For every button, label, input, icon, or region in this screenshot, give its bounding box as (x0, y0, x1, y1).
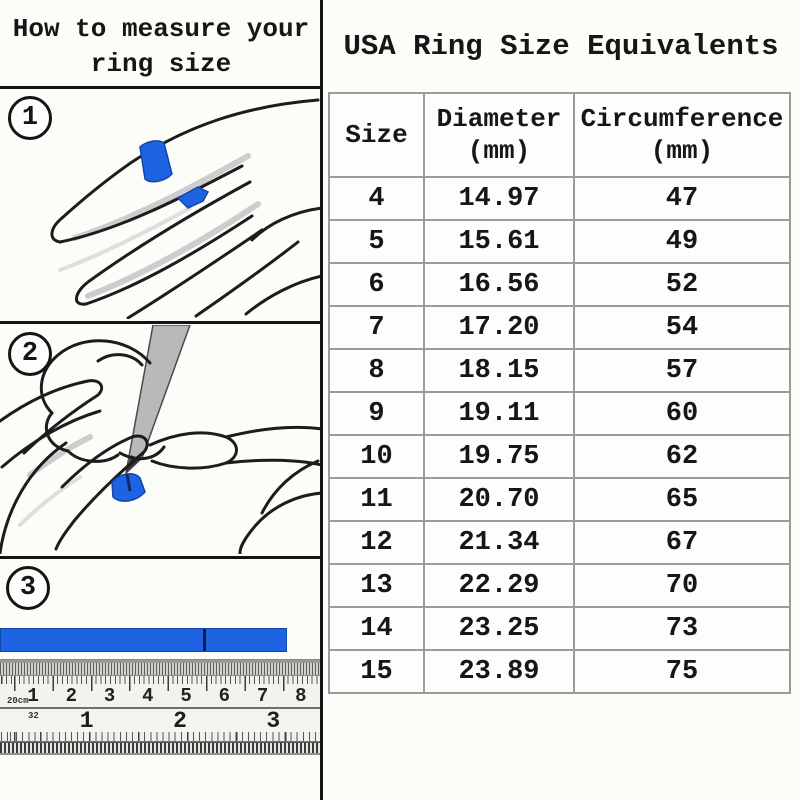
diameter-cell: 16.56 (423, 262, 575, 307)
ruler-bottom-edge-ticks (0, 742, 320, 755)
table-row: 11 20.70 65 (328, 477, 791, 522)
diameter-cell: 19.75 (423, 434, 575, 479)
ruler-cm-number: 3 (103, 685, 116, 707)
table-row: 8 18.15 57 (328, 348, 791, 393)
size-chart-panel: USA Ring Size Equivalents Size Diameter(… (322, 0, 800, 800)
diameter-cell: 17.20 (423, 305, 575, 350)
ruler-cm-label: 20cm (7, 696, 29, 706)
size-chart-title: USA Ring Size Equivalents (343, 30, 779, 63)
ruler-inch-number: 3 (266, 708, 281, 734)
table-row: 14 23.25 73 (328, 606, 791, 651)
diameter-cell: 14.97 (423, 176, 575, 221)
panel-divider (320, 0, 323, 800)
table-row: 9 19.11 60 (328, 391, 791, 436)
ruler-cm-number: 5 (180, 685, 192, 707)
ruler-mm-edge-ticks (0, 660, 320, 676)
table-row: 10 19.75 62 (328, 434, 791, 479)
circumference-cell: 49 (573, 219, 791, 264)
ruler-cm-number: 8 (295, 685, 307, 707)
table-row: 5 15.61 49 (328, 219, 791, 264)
size-cell: 7 (328, 305, 425, 350)
ruler-inch-number: 2 (173, 708, 187, 734)
ruler: 20cm 1 2 3 4 5 6 7 8 32 1 2 3 (0, 659, 320, 755)
step-3-number: 3 (19, 573, 37, 603)
paper-strip-flat (0, 628, 287, 652)
step-3-number-badge: 3 (6, 566, 50, 610)
header-circumference: Circumference (mm) (573, 92, 791, 178)
table-row: 4 14.97 47 (328, 176, 791, 221)
diameter-cell: 18.15 (423, 348, 575, 393)
circumference-cell: 67 (573, 520, 791, 565)
step-2-number-badge: 2 (8, 332, 52, 376)
paper-strip-on-finger (139, 140, 173, 183)
circumference-cell: 73 (573, 606, 791, 651)
step-1-hand-strip-illustration (50, 98, 322, 319)
size-cell: 6 (328, 262, 425, 307)
step-1-number: 1 (21, 103, 39, 133)
diameter-cell: 23.25 (423, 606, 575, 651)
ruler-inch-number: 1 (79, 708, 94, 734)
size-cell: 9 (328, 391, 425, 436)
size-cell: 8 (328, 348, 425, 393)
ruler-cm-number: 1 (27, 685, 39, 707)
table-row: 7 17.20 54 (328, 305, 791, 350)
ruler-scale-divider (0, 707, 320, 709)
ruler-cm-number: 7 (256, 685, 269, 707)
diameter-cell: 21.34 (423, 520, 575, 565)
circumference-cell: 54 (573, 305, 791, 350)
ruler-inch-label: 32 (28, 711, 39, 721)
table-row: 6 16.56 52 (328, 262, 791, 307)
paper-strip-end (176, 186, 210, 209)
table-row: 12 21.34 67 (328, 520, 791, 565)
circumference-cell: 65 (573, 477, 791, 522)
pen-icon (124, 325, 191, 476)
size-cell: 12 (328, 520, 425, 565)
header-diameter: Diameter (mm) (423, 92, 575, 178)
measure-guide-panel: How to measure your ring size 1 2 3 (0, 0, 323, 800)
diameter-cell: 23.89 (423, 649, 575, 694)
ring-size-table: Size Diameter (mm) Circumference (mm) 4 14.… (328, 92, 791, 694)
section-divider (0, 86, 322, 89)
ruler-inch-scale: 32 1 2 3 (0, 708, 320, 734)
size-cell: 13 (328, 563, 425, 608)
diameter-cell: 19.11 (423, 391, 575, 436)
section-divider (0, 556, 322, 559)
measure-guide-title-line1: How to measure your (12, 14, 310, 44)
size-cell: 15 (328, 649, 425, 694)
ruler-cm-number: 6 (218, 685, 231, 707)
circumference-cell: 47 (573, 176, 791, 221)
step-2-pen-marking-illustration (0, 325, 322, 554)
size-cell: 11 (328, 477, 425, 522)
diameter-cell: 20.70 (423, 477, 575, 522)
table-row: 13 22.29 70 (328, 563, 791, 608)
measure-guide-title: How to measure your ring size (0, 12, 322, 82)
size-cell: 4 (328, 176, 425, 221)
size-cell: 10 (328, 434, 425, 479)
header-size: Size (328, 92, 425, 178)
section-divider (0, 321, 322, 324)
ruler-mm-ticks (0, 676, 320, 684)
circumference-cell: 52 (573, 262, 791, 307)
diameter-cell: 22.29 (423, 563, 575, 608)
size-cell: 14 (328, 606, 425, 651)
circumference-cell: 62 (573, 434, 791, 479)
table-header-row: Size Diameter (mm) Circumference (mm) (328, 92, 791, 178)
circumference-cell: 60 (573, 391, 791, 436)
table-row: 15 23.89 75 (328, 649, 791, 694)
measure-guide-title-line2: ring size (90, 49, 232, 79)
ruler-cm-scale: 20cm 1 2 3 4 5 6 7 8 (0, 684, 320, 707)
step-1-number-badge: 1 (8, 96, 52, 140)
ruler-cm-number: 4 (142, 685, 154, 707)
diameter-cell: 15.61 (423, 219, 575, 264)
ruler-inch-ticks (0, 732, 320, 742)
step-2-number: 2 (21, 339, 39, 369)
pen-mark-on-strip (203, 629, 206, 651)
circumference-cell: 75 (573, 649, 791, 694)
circumference-cell: 57 (573, 348, 791, 393)
ruler-cm-number: 2 (65, 685, 78, 707)
circumference-cell: 70 (573, 563, 791, 608)
size-cell: 5 (328, 219, 425, 264)
